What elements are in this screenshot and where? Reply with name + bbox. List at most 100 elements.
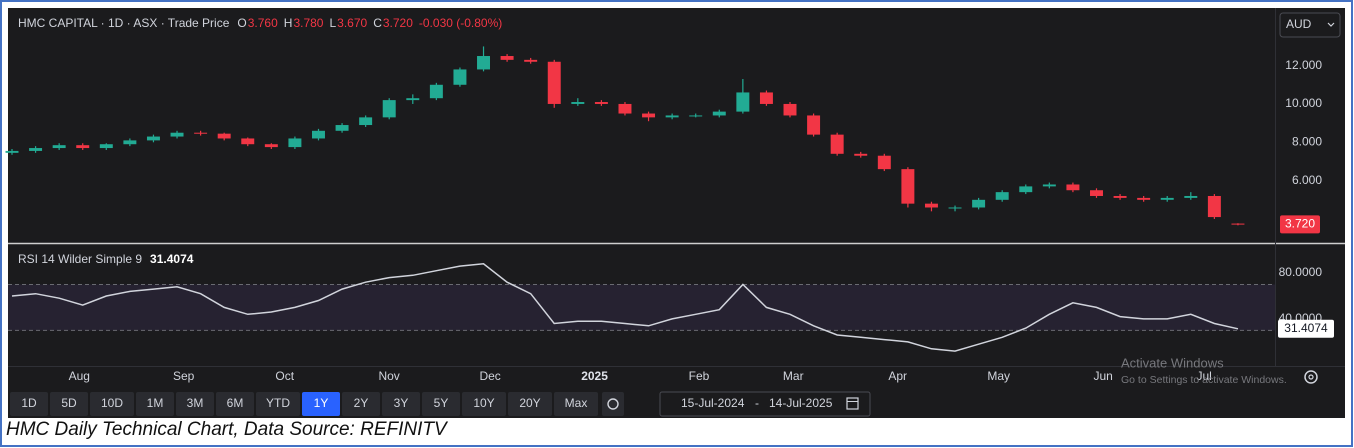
range-button-label: 1Y <box>314 396 329 410</box>
chart-background <box>8 8 1345 418</box>
range-button[interactable]: 10D <box>90 392 134 416</box>
candle-body <box>217 133 231 139</box>
gear-icon-center <box>1308 374 1314 380</box>
x-tick-label: Jun <box>1093 369 1112 383</box>
candle-body <box>29 148 43 151</box>
range-button[interactable]: 1Y <box>302 392 340 416</box>
range-button-label: 3Y <box>394 396 409 410</box>
candle-body <box>877 155 891 170</box>
range-button[interactable]: 5D <box>50 392 88 416</box>
watermark-text: Go to Settings to activate Windows. <box>1121 374 1287 386</box>
chart-title: HMC CAPITAL · 1D · ASX · Trade Price <box>18 16 230 30</box>
date-separator: - <box>755 396 759 410</box>
candle-body <box>642 113 656 118</box>
currency-select[interactable] <box>1279 12 1341 38</box>
range-button-label: 1M <box>147 396 164 410</box>
rsi-band <box>8 284 1275 331</box>
y-tick-label: 80.0000 <box>1279 265 1323 279</box>
x-tick-label: Dec <box>479 369 500 383</box>
range-button-label: 2Y <box>354 396 369 410</box>
range-button-bg <box>50 392 88 416</box>
candle-body <box>76 145 90 149</box>
candle-body <box>1113 195 1127 198</box>
range-button[interactable]: 1D <box>10 392 48 416</box>
watermark-title: Activate Windows <box>1121 355 1224 370</box>
range-button[interactable]: 3Y <box>382 392 420 416</box>
range-button-bg <box>382 392 420 416</box>
date-range[interactable]: 15-Jul-2024-14-Jul-2025 <box>659 391 871 417</box>
y-tick-label: 12.000 <box>1285 58 1322 72</box>
range-button-label: 10Y <box>473 396 494 410</box>
range-button-label: 6M <box>227 396 244 410</box>
y-tick-label: 10.000 <box>1285 96 1322 110</box>
candle-body <box>241 138 255 145</box>
candle-body <box>1042 184 1056 187</box>
candle-body <box>995 192 1009 200</box>
toolbar-settings-bg <box>602 392 624 416</box>
range-button[interactable]: 1M <box>136 392 174 416</box>
candle-body <box>972 199 986 208</box>
range-button-bg <box>256 392 300 416</box>
candle-body <box>1019 186 1033 193</box>
indicator-value-tag <box>1278 319 1334 338</box>
indicator-value: 31.4074 <box>150 252 194 266</box>
candle-body <box>594 102 608 104</box>
candle-body <box>1231 223 1245 225</box>
x-tick-label: Sep <box>173 369 195 383</box>
legend-key: C <box>373 16 382 30</box>
gear-icon <box>607 398 619 410</box>
candle-body <box>5 150 19 153</box>
range-button-label: 3M <box>187 396 204 410</box>
x-tick-label: 2025 <box>581 369 608 383</box>
candle-body <box>359 117 373 126</box>
range-button-label: 10D <box>101 396 123 410</box>
candle-body <box>264 144 278 148</box>
legend-value: 3.670 <box>337 16 367 30</box>
range-button-bg <box>176 392 214 416</box>
candle-body <box>830 134 844 154</box>
range-button-label: 5D <box>61 396 77 410</box>
last-price-tag <box>1280 215 1320 234</box>
candle-body <box>453 69 467 85</box>
candle-body <box>689 115 703 117</box>
range-button-bg <box>342 392 380 416</box>
date-to: 14-Jul-2025 <box>769 396 833 410</box>
candle-body <box>429 84 443 99</box>
last-price-label: 3.720 <box>1285 217 1315 231</box>
y-tick-label: 8.000 <box>1292 134 1322 148</box>
legend-change: -0.030 (-0.80%) <box>419 16 502 30</box>
y-tick-label: 6.000 <box>1292 173 1322 187</box>
range-button[interactable]: Max <box>554 392 598 416</box>
range-button[interactable]: 3M <box>176 392 214 416</box>
settings-button[interactable] <box>1304 370 1318 384</box>
range-button[interactable]: YTD <box>256 392 300 416</box>
range-button-bg <box>216 392 254 416</box>
range-button[interactable]: 2Y <box>342 392 380 416</box>
legend-value: 3.720 <box>383 16 413 30</box>
candle-body <box>1160 197 1174 200</box>
range-button[interactable]: 20Y <box>508 392 552 416</box>
candle-body <box>146 136 160 141</box>
x-tick-label: Feb <box>689 369 710 383</box>
candle-body <box>288 138 302 148</box>
candle-body <box>1207 195 1221 218</box>
x-tick-label: Jul <box>1196 369 1211 383</box>
range-button[interactable]: 6M <box>216 392 254 416</box>
candle-body <box>571 102 585 104</box>
rsi-line <box>11 263 1239 352</box>
toolbar-settings[interactable] <box>602 392 624 416</box>
range-button[interactable]: 5Y <box>422 392 460 416</box>
range-button-label: Max <box>565 396 588 410</box>
date-from: 15-Jul-2024 <box>681 396 745 410</box>
candle-body <box>312 130 325 139</box>
candle-body <box>524 59 538 62</box>
calendar-icon <box>846 397 859 410</box>
gear-icon <box>1304 370 1318 384</box>
x-tick-label: Nov <box>378 369 399 383</box>
candle-body <box>477 56 491 70</box>
range-button-bg <box>10 392 48 416</box>
candle-body <box>948 207 962 209</box>
range-button[interactable]: 10Y <box>462 392 506 416</box>
legend-key: O <box>237 16 246 30</box>
candle-body <box>759 92 773 104</box>
